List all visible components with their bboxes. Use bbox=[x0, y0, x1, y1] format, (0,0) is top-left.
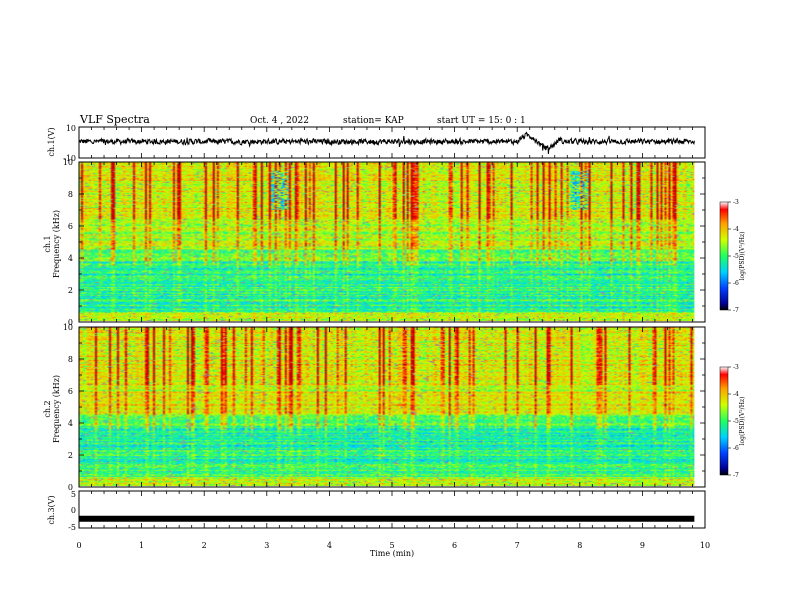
ch1-spectrogram-ylabel-line2: Frequency (kHz) bbox=[52, 210, 61, 278]
freq-tick-label: 6 bbox=[68, 222, 73, 231]
ch3-waveform-frame bbox=[78, 490, 706, 529]
start-time-label: start UT = 15: 0 : 1 bbox=[437, 116, 526, 126]
colorbar-tick-label: -7 bbox=[733, 472, 739, 479]
ch1-colorbar-gradient bbox=[719, 201, 729, 311]
freq-tick-label: 10 bbox=[63, 158, 73, 167]
freq-tick-label: 0 bbox=[68, 318, 73, 327]
x-tick-label: 7 bbox=[515, 541, 520, 550]
freq-tick-label: 8 bbox=[68, 190, 73, 199]
ch1-waveform-line bbox=[78, 131, 695, 154]
x-tick-label: 4 bbox=[327, 541, 332, 550]
ch1-spectrogram-image bbox=[79, 162, 695, 321]
ch3-ytick-bottom: -5 bbox=[68, 523, 76, 532]
x-tick-label: 10 bbox=[700, 541, 710, 550]
x-tick-label: 9 bbox=[640, 541, 645, 550]
freq-tick-label: 10 bbox=[63, 323, 73, 332]
x-axis-label: Time (min) bbox=[370, 549, 414, 558]
x-tick-label: 1 bbox=[139, 541, 144, 550]
date-label: Oct. 4 , 2022 bbox=[250, 116, 309, 126]
freq-tick-label: 6 bbox=[68, 387, 73, 396]
x-tick-label: 3 bbox=[264, 541, 269, 550]
x-tick-label: 6 bbox=[452, 541, 457, 550]
ch3-ytick-mid: 0 bbox=[71, 506, 76, 515]
freq-tick-label: 4 bbox=[68, 254, 73, 263]
station-label: station= KAP bbox=[343, 116, 404, 126]
colorbar-tick-label: -7 bbox=[733, 307, 739, 314]
ch1-colorbar: -3 -4 -5 -6 -7 log(PSD)(V²/Hz) bbox=[719, 199, 746, 314]
colorbar-tick-label: -4 bbox=[733, 226, 739, 233]
freq-tick-label: 2 bbox=[68, 451, 73, 460]
ch1-spectrogram-panel: 0 2 4 6 8 10 ch.1 Frequency (kHz) bbox=[43, 158, 706, 327]
ch2-spectrogram-ylabel-line2: Frequency (kHz) bbox=[52, 375, 61, 443]
x-tick-label: 0 bbox=[76, 541, 81, 550]
x-tick-label: 5 bbox=[389, 541, 394, 550]
x-tick-label: 8 bbox=[577, 541, 582, 550]
colorbar-tick-label: -6 bbox=[733, 445, 739, 452]
ch3-waveform-ylabel: ch.3(V) bbox=[47, 495, 56, 524]
colorbar-tick-label: -4 bbox=[733, 391, 739, 398]
ch1-ytick-bottom: -10 bbox=[63, 154, 76, 163]
ch2-spectrogram-image bbox=[79, 327, 695, 486]
ch1-spectrogram-ylabel-line1: ch.1 bbox=[43, 235, 52, 252]
ch2-colorbar: -3 -4 -5 -6 -7 log(PSD)(V²/Hz) bbox=[719, 364, 746, 479]
colorbar-tick-label: -5 bbox=[733, 253, 739, 260]
colorbar-tick-label: -6 bbox=[733, 280, 739, 287]
ch1-colorbar-label: log(PSD)(V²/Hz) bbox=[739, 232, 746, 281]
ch2-spectrogram-panel: 0 2 4 6 8 10 ch.2 Frequency (kHz) bbox=[43, 323, 706, 492]
colorbar-tick-label: -3 bbox=[733, 364, 739, 371]
colorbar-tick-label: -3 bbox=[733, 199, 739, 206]
figure-title: VLF Spectra bbox=[79, 113, 150, 126]
freq-tick-label: 8 bbox=[68, 355, 73, 364]
ch2-colorbar-label: log(PSD)(V²/Hz) bbox=[739, 397, 746, 446]
ch1-ytick-top: 10 bbox=[66, 124, 76, 133]
colorbar-tick-label: -5 bbox=[733, 418, 739, 425]
freq-tick-label: 2 bbox=[68, 286, 73, 295]
ch3-waveform-trace bbox=[79, 515, 695, 522]
x-tick-label: 2 bbox=[202, 541, 207, 550]
ch1-waveform-panel: 10 -10 ch.1(V) bbox=[47, 124, 706, 163]
ch3-waveform-panel: 5 0 -5 ch.3(V) bbox=[47, 490, 706, 532]
ch1-waveform-ylabel: ch.1(V) bbox=[47, 127, 56, 156]
ch2-spectrogram-ylabel-line1: ch.2 bbox=[43, 400, 52, 417]
ch3-ytick-top: 5 bbox=[71, 490, 76, 499]
ch2-colorbar-gradient bbox=[719, 366, 729, 476]
freq-tick-label: 0 bbox=[68, 483, 73, 492]
freq-tick-label: 4 bbox=[68, 419, 73, 428]
